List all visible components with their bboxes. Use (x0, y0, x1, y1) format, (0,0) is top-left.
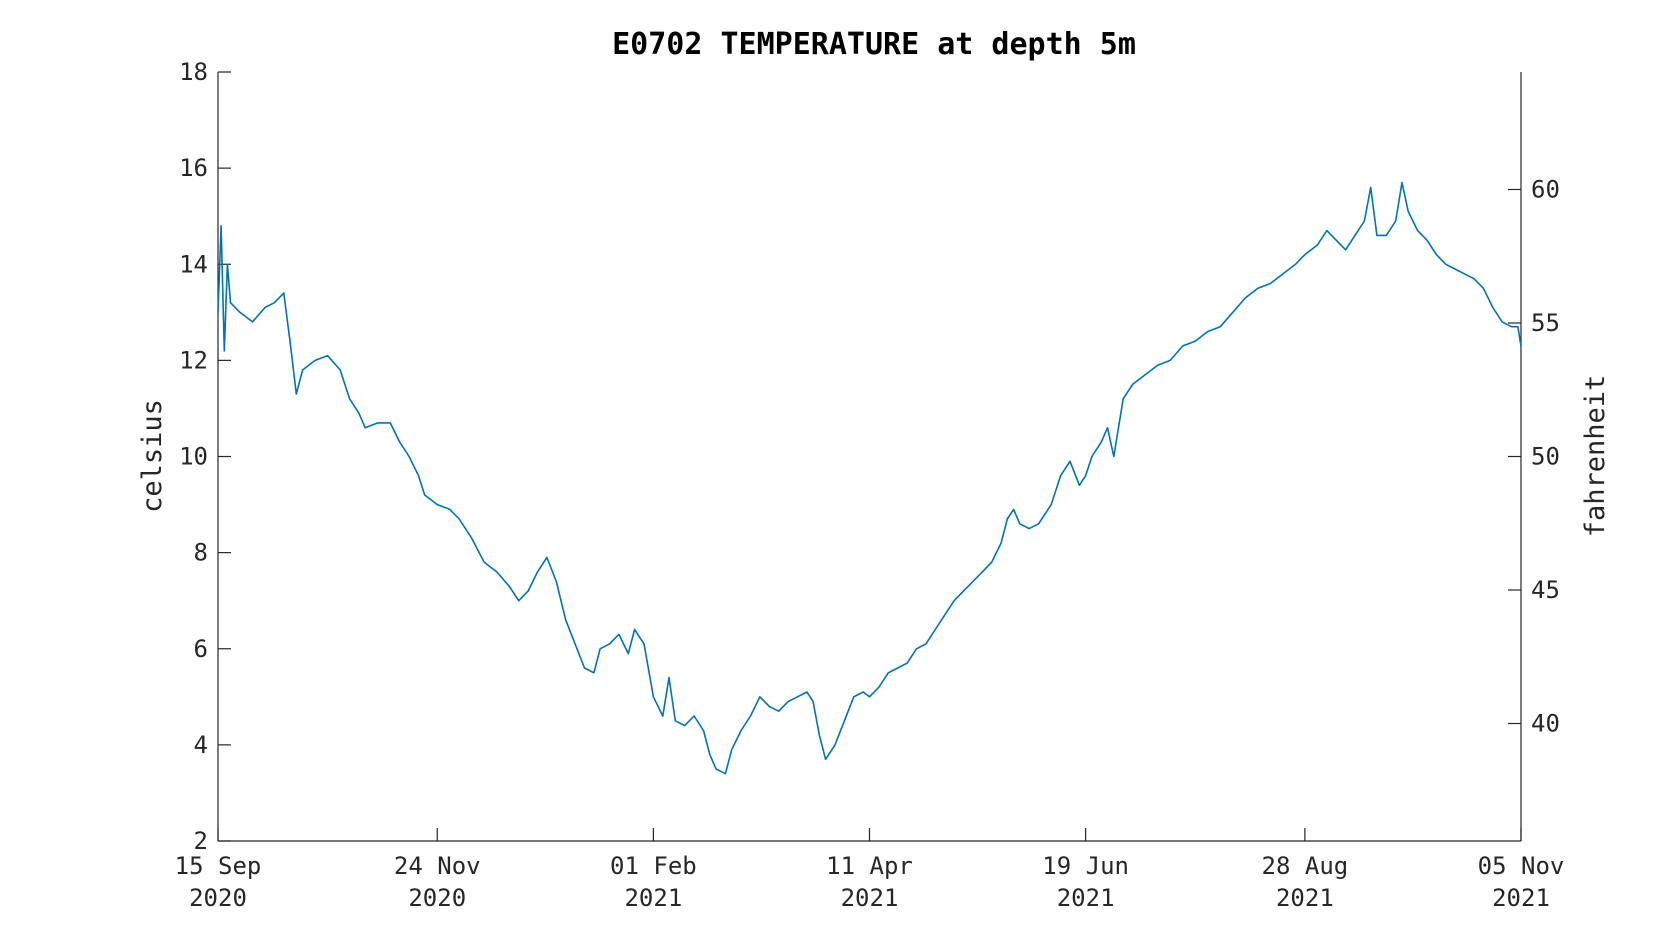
x-tick-label: 15 Sep (175, 852, 262, 880)
axes: 15 Sep 2020 24 Nov 2020 01 Feb 2021 11 Apr 2021… (175, 58, 1565, 912)
x-tick-label-year: 2021 (624, 884, 682, 912)
y-tick-label-right: 55 (1531, 309, 1560, 337)
x-tick-label-year: 2020 (408, 884, 466, 912)
y-tick-label-right: 60 (1531, 175, 1560, 203)
y-tick-label-right: 50 (1531, 443, 1560, 471)
x-tick-label: 11 Apr (826, 852, 913, 880)
y-tick-label-left: 16 (179, 154, 208, 182)
y-tick-label-left: 2 (194, 827, 208, 855)
x-tick-label: 01 Feb (610, 852, 697, 880)
y-axis-label-right: fahrenheit (1580, 375, 1611, 538)
y-tick-label-right: 45 (1531, 576, 1560, 604)
x-tick-label: 24 Nov (394, 852, 481, 880)
chart-title: E0702 TEMPERATURE at depth 5m (612, 27, 1136, 62)
y-tick-label-left: 10 (179, 443, 208, 471)
series-layer (217, 181, 1522, 775)
y-tick-label-left: 4 (194, 731, 208, 759)
y-axis-label-left: celsius (137, 399, 168, 513)
y-tick-label-left: 6 (194, 635, 208, 663)
x-tick-label-year: 2021 (1276, 884, 1334, 912)
temperature-series-line (217, 181, 1522, 775)
x-tick-label: 19 Jun (1042, 852, 1129, 880)
y-tick-label-left: 14 (179, 250, 208, 278)
x-tick-label: 28 Aug (1262, 852, 1349, 880)
y-tick-label-right: 40 (1531, 710, 1560, 738)
x-tick-label-year: 2021 (1492, 884, 1550, 912)
x-tick-label-year: 2020 (189, 884, 247, 912)
y-tick-label-left: 18 (179, 58, 208, 86)
x-tick-label-year: 2021 (841, 884, 899, 912)
x-tick-label: 05 Nov (1478, 852, 1565, 880)
x-tick-label-year: 2021 (1057, 884, 1115, 912)
y-tick-label-left: 12 (179, 346, 208, 374)
y-tick-label-left: 8 (194, 539, 208, 567)
